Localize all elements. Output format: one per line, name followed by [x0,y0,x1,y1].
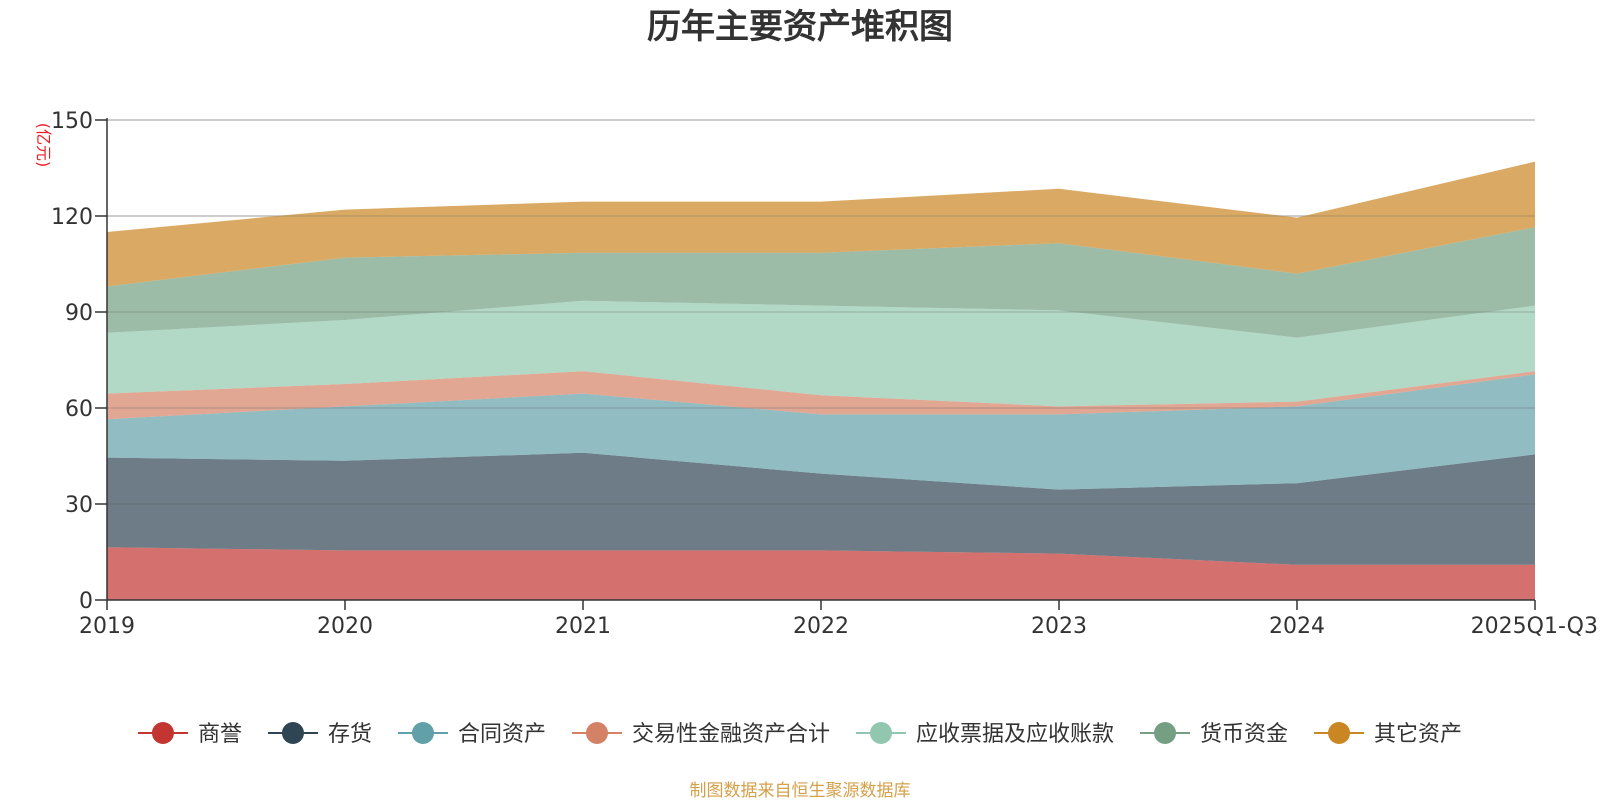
legend-dot-icon [1328,722,1351,744]
legend-dot-icon [411,722,434,744]
legend-label: 应收票据及应收账款 [916,722,1114,747]
y-tick-label: 30 [65,493,93,518]
legend-item-0[interactable]: 商誉 [137,722,242,747]
legend-label: 商誉 [198,722,242,747]
legend-item-2[interactable]: 合同资产 [397,722,546,747]
legend-label: 存货 [328,722,372,747]
legend-label: 货币资金 [1200,722,1288,747]
y-tick-label: 120 [51,205,93,230]
x-tick-label: 2025Q1-Q3 [1471,614,1598,639]
area-series-6[interactable] [107,161,1535,287]
area-series-2[interactable] [107,374,1535,490]
legend-item-3[interactable]: 交易性金融资产合计 [571,722,830,747]
legend-item-6[interactable]: 其它资产 [1314,722,1462,747]
y-tick-label: 0 [79,589,93,614]
y-tick-label: 150 [51,109,93,134]
y-axis-unit-label: (亿元) [34,123,53,168]
legend-label: 交易性金融资产合计 [632,722,830,747]
area-series-4[interactable] [107,300,1535,407]
legend-label: 合同资产 [458,722,546,747]
legend-item-1[interactable]: 存货 [267,722,372,747]
area-series-group [107,161,1535,600]
legend-dot-icon [870,722,893,744]
y-tick-label: 90 [65,301,93,326]
x-tick-label: 2022 [793,614,849,639]
legend[interactable]: 商誉 存货 合同资产 交易性金融资产合计 应收票据及应收账款 货币资金 其它资产 [137,722,1462,747]
x-tick-label: 2023 [1031,614,1087,639]
chart-title: 历年主要资产堆积图 [647,7,953,47]
y-tick-label: 60 [65,397,93,422]
axes: 0 30 60 90 120 150 2019 2020 2021 2022 2023 2024 202… [51,109,1598,639]
x-tick-label: 2019 [79,614,135,639]
x-tick-label: 2021 [555,614,611,639]
legend-label: 其它资产 [1374,722,1462,747]
x-tick-label: 2020 [317,614,373,639]
data-source-note: 制图数据来自恒生聚源数据库 [690,781,911,800]
legend-dot-icon [281,722,304,744]
legend-dot-icon [585,722,608,744]
legend-item-4[interactable]: 应收票据及应收账款 [856,722,1114,747]
x-tick-label: 2024 [1269,614,1325,639]
area-series-1[interactable] [107,452,1535,565]
legend-dot-icon [151,722,174,744]
legend-item-5[interactable]: 货币资金 [1140,722,1288,747]
area-series-0[interactable] [107,547,1535,600]
area-series-5[interactable] [107,227,1535,338]
legend-dot-icon [1154,722,1177,744]
